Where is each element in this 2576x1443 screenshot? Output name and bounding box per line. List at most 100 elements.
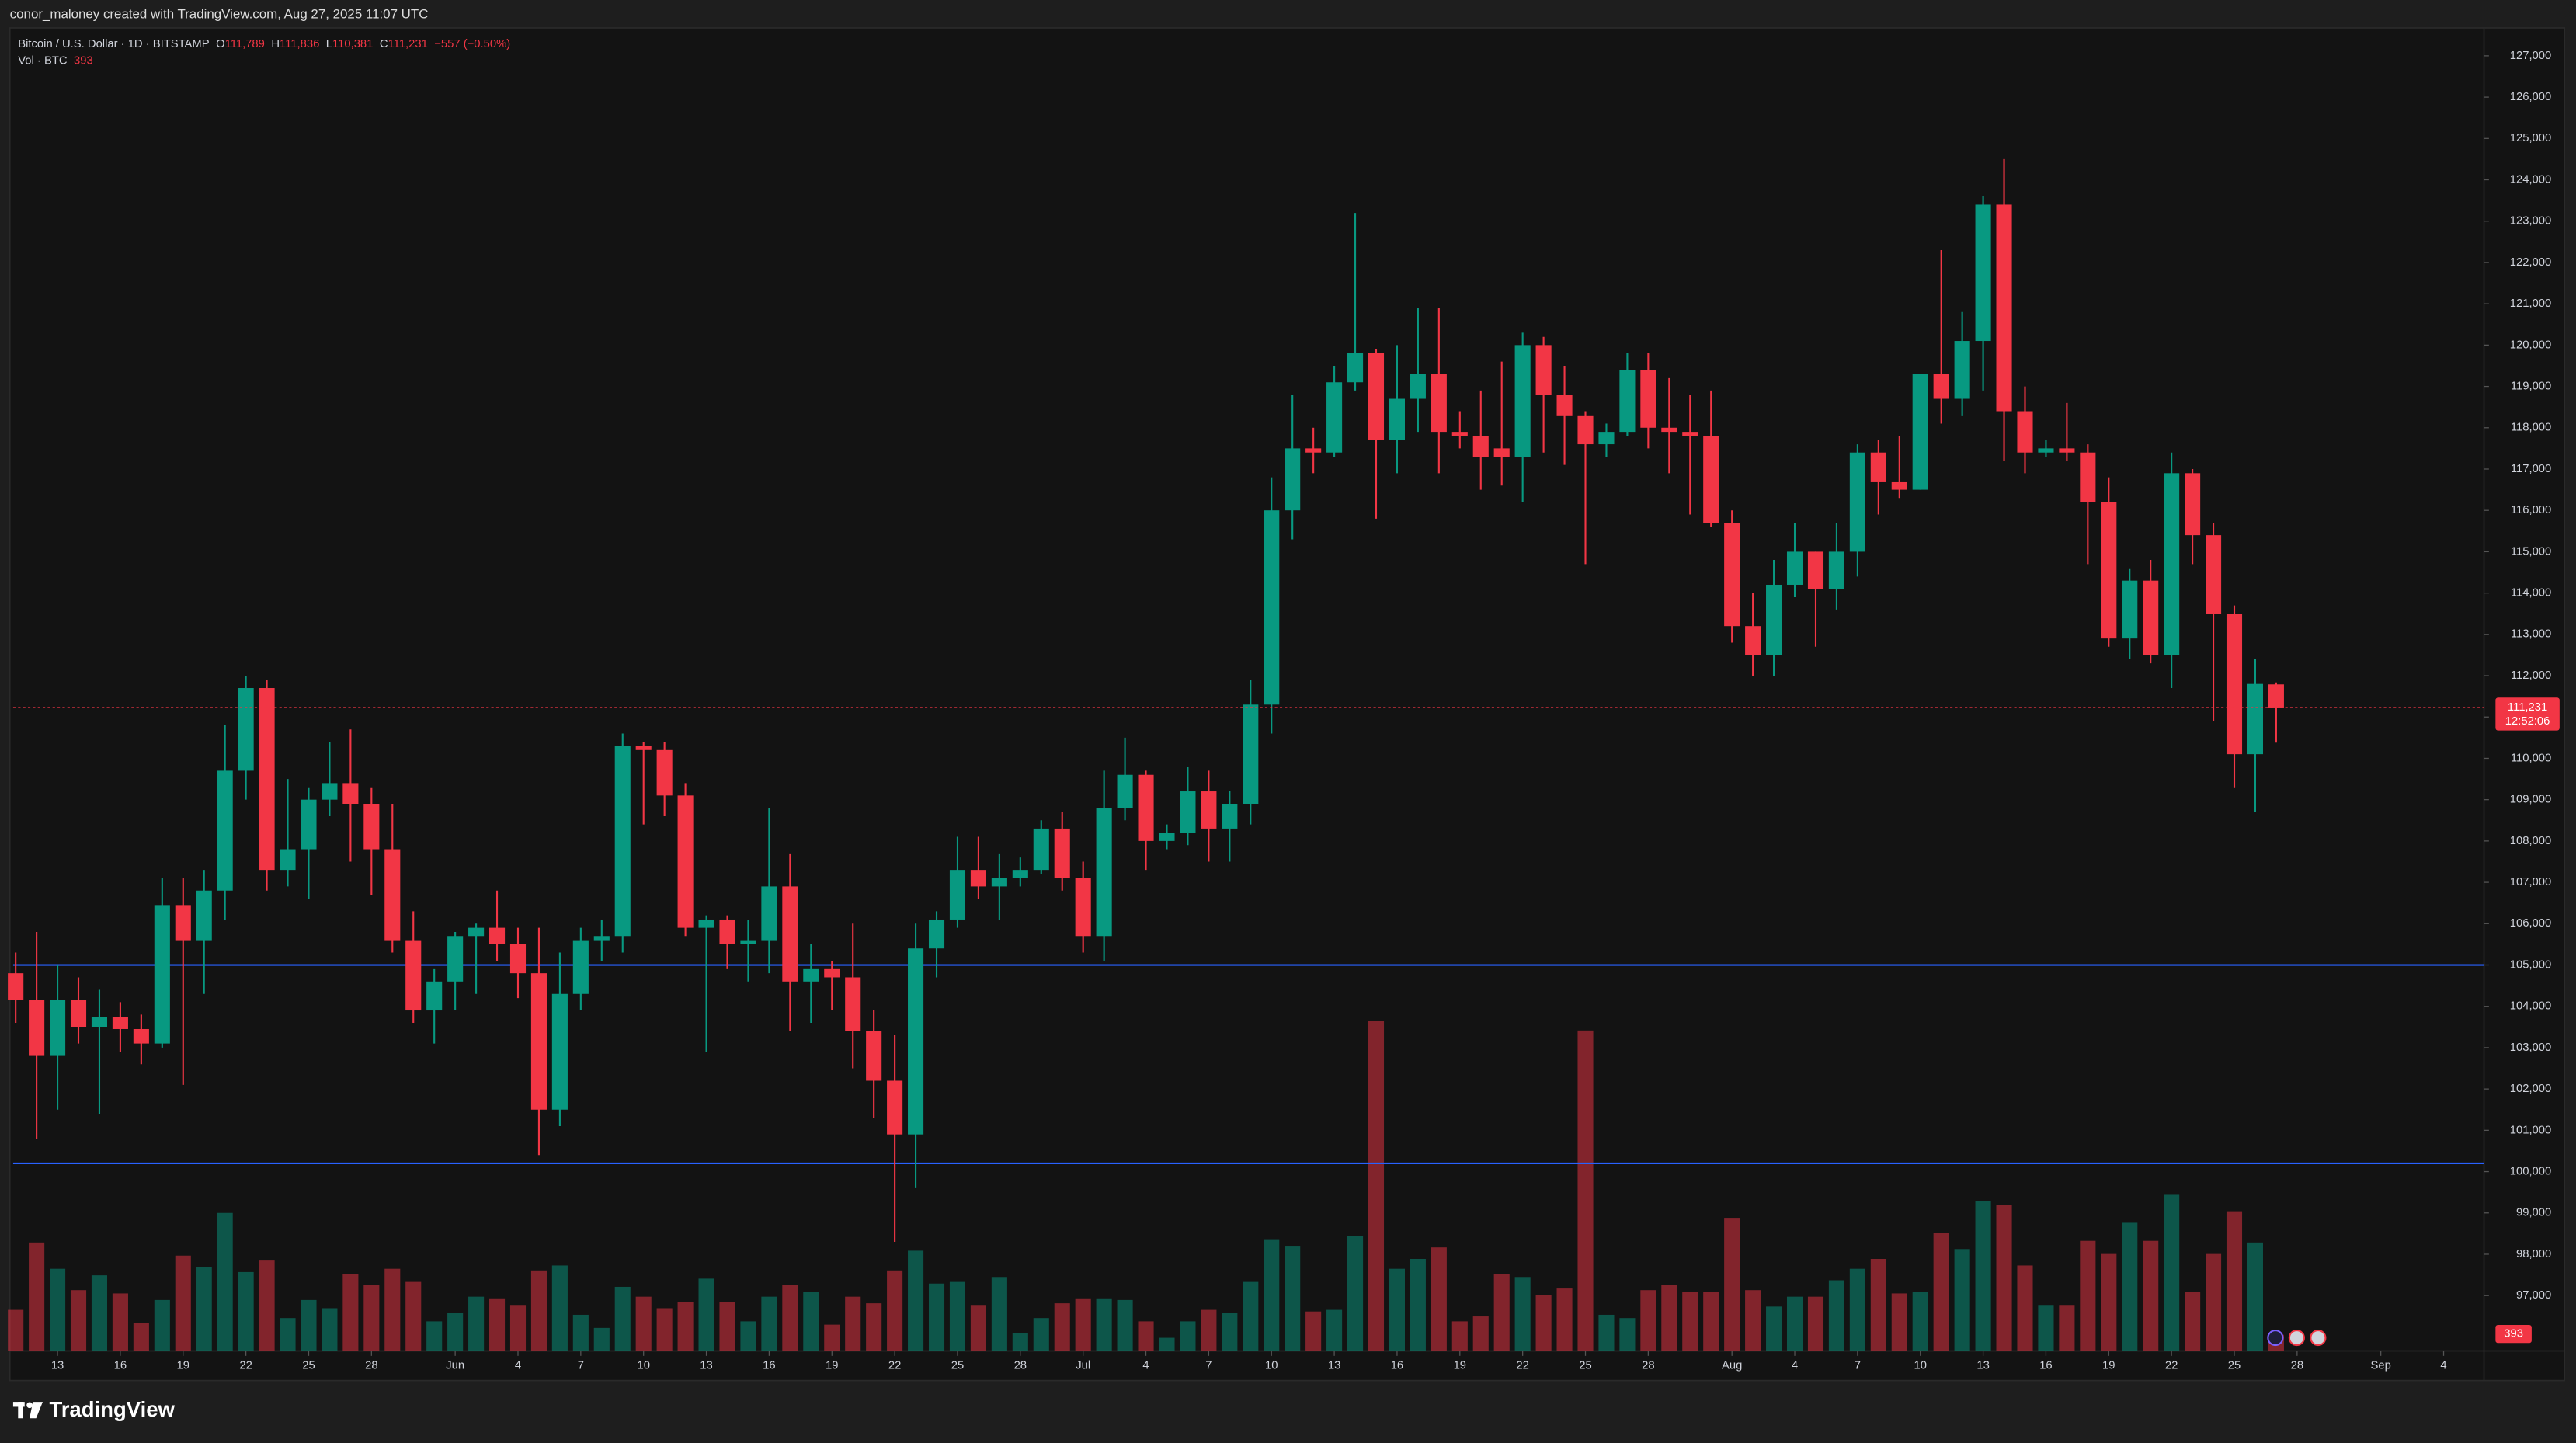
volume-bar (572, 1314, 589, 1351)
volume-bar (1243, 1281, 1259, 1351)
x-tick-label: 4 (1792, 1359, 1798, 1372)
candle-body (2017, 411, 2033, 453)
volume-bar (719, 1302, 735, 1351)
x-tick-label: 13 (700, 1359, 712, 1372)
x-tick-label: 10 (1914, 1359, 1927, 1372)
candle-body (866, 1031, 882, 1081)
candle-body (824, 968, 840, 978)
y-tick-label: 115,000 (2511, 545, 2551, 558)
x-tick-label: 19 (1454, 1359, 1466, 1372)
volume-bar (2038, 1305, 2054, 1351)
x-tick-label: 16 (2039, 1359, 2052, 1372)
volume-bar (2226, 1211, 2243, 1351)
candle-body (1431, 374, 1447, 433)
volume-legend: Vol · BTC 393 (18, 54, 92, 67)
volume-bar (2185, 1292, 2201, 1351)
x-tick-label: Jun (446, 1359, 464, 1372)
volume-bar (928, 1283, 945, 1351)
candle-body (468, 927, 485, 937)
legend-value: 111,789 (225, 38, 265, 50)
volume-bar (1933, 1233, 1949, 1351)
volume-tag (2495, 1325, 2532, 1344)
volume-bar (2247, 1242, 2264, 1351)
candle-body (175, 905, 191, 941)
volume-bar (1347, 1236, 1364, 1351)
y-tick-label: 99,000 (2516, 1207, 2551, 1219)
candle-body (782, 886, 798, 982)
candle-body (1389, 398, 1405, 440)
y-tick-label: 114,000 (2511, 587, 2551, 600)
symbol-title: Bitcoin / U.S. Dollar · 1D · BITSTAMP (18, 38, 209, 50)
candle-body (1117, 774, 1133, 808)
candle-body (1493, 448, 1510, 457)
x-tick-label: 4 (2440, 1359, 2446, 1372)
candle-body (698, 919, 714, 928)
candle-body (154, 905, 170, 1044)
volume-bar (280, 1318, 296, 1351)
candle-body (1535, 345, 1552, 395)
event-icon (2288, 1329, 2305, 1347)
x-tick-label: 7 (1205, 1359, 1212, 1372)
candle-body (1975, 204, 1991, 342)
x-tick-label: 28 (1014, 1359, 1027, 1372)
candle-body (1682, 432, 1698, 436)
candle-body (2164, 473, 2180, 655)
volume-bar (1786, 1296, 1803, 1351)
y-tick-label: 104,000 (2510, 1000, 2551, 1013)
candle-body (908, 948, 924, 1135)
candle-body (593, 936, 610, 941)
x-tick-label: 19 (177, 1359, 189, 1372)
y-tick-label: 108,000 (2510, 835, 2551, 847)
candle-body (887, 1080, 903, 1135)
volume-bar (1828, 1280, 1844, 1351)
x-tick-label: 7 (1855, 1359, 1861, 1372)
volume-bar (112, 1293, 128, 1351)
y-tick-label: 109,000 (2510, 794, 2551, 806)
legend-label: H (271, 38, 280, 50)
volume-bar (2080, 1240, 2096, 1351)
volume-bar (1514, 1277, 1531, 1351)
volume-bar (991, 1277, 1007, 1351)
volume-bar (301, 1299, 317, 1351)
x-tick-label: 28 (2291, 1359, 2303, 1372)
candle-body (970, 870, 986, 887)
candle-body (1472, 436, 1489, 457)
x-tick-label: 22 (1516, 1359, 1528, 1372)
candle-body (740, 940, 756, 944)
volume-bar (8, 1309, 24, 1351)
candle-body (2185, 473, 2201, 536)
candle-body (1012, 870, 1028, 878)
y-tick-label: 113,000 (2511, 628, 2551, 641)
volume-bar (2143, 1240, 2159, 1351)
volume-bar (405, 1281, 422, 1351)
volume-bar (363, 1285, 380, 1351)
volume-bar (1472, 1316, 1489, 1351)
candle-body (217, 770, 233, 891)
candle-body (1640, 370, 1656, 428)
candle-body (1933, 374, 1949, 399)
volume-bar (1285, 1246, 1301, 1351)
y-tick-label: 119,000 (2511, 380, 2551, 392)
volume-bar (2164, 1194, 2180, 1351)
volume-bar (635, 1296, 652, 1351)
y-tick-label: 100,000 (2510, 1165, 2551, 1177)
candle-body (1598, 432, 1615, 445)
y-tick-label: 112,000 (2511, 669, 2551, 682)
volume-bar (949, 1281, 966, 1351)
x-tick-label: 25 (2228, 1359, 2241, 1372)
y-tick-label: 120,000 (2510, 339, 2551, 351)
legend-line: Bitcoin / U.S. Dollar · 1D · BITSTAMP O11… (18, 38, 510, 50)
y-tick-label: 98,000 (2516, 1248, 2551, 1260)
volume-bar (1389, 1268, 1405, 1351)
candle-body (50, 1000, 66, 1056)
candle-body (8, 973, 24, 1000)
y-tick-label: 122,000 (2510, 256, 2551, 269)
brand: TradingView (49, 1397, 175, 1421)
volume-bar (1138, 1321, 1154, 1351)
legend-value: 110,381 (332, 38, 373, 50)
y-tick-label: 97,000 (2516, 1289, 2551, 1302)
x-tick-label: 22 (239, 1359, 252, 1372)
candle-body (29, 1000, 45, 1056)
volume-bar (614, 1286, 631, 1351)
